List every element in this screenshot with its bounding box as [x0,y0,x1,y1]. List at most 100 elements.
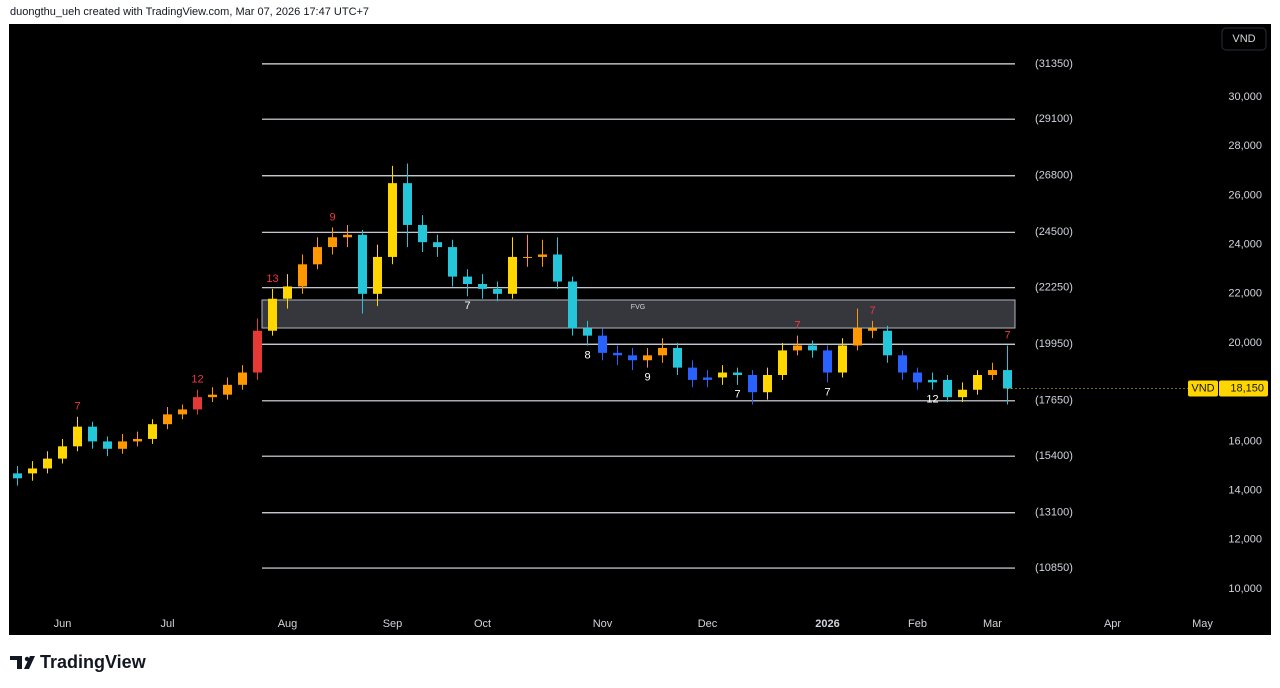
candle-body [793,345,802,351]
level-label: (24500) [1035,226,1073,238]
candle-body [763,374,772,393]
candle-body [883,330,892,356]
candle-body [253,330,262,373]
candle-body [598,335,607,353]
count-label: 8 [584,349,590,361]
fvg-zone [261,299,1016,329]
level-label: (29100) [1035,113,1073,125]
candle-body [313,247,322,265]
count-label: 7 [1004,329,1010,341]
count-label: 7 [464,300,470,312]
candle-body [403,183,412,225]
x-tick-label: Apr [1104,618,1121,630]
logo-dot [24,656,30,662]
candle-body [643,355,652,361]
count-label: 7 [824,386,830,398]
x-tick-label: Oct [474,618,491,630]
candle-body [448,247,457,277]
y-tick-label: 22,000 [1228,288,1262,300]
price-tag-currency-label: VND [1191,382,1214,394]
candle-body [358,234,367,294]
count-label: 13 [266,273,278,285]
price-tag-currency [1188,380,1218,397]
level-label: (10850) [1035,562,1073,574]
y-tick-label: 28,000 [1228,140,1262,152]
candle-body [58,446,67,459]
candle-body [808,345,817,351]
candle-body [658,347,667,356]
candle-body [913,372,922,383]
candle-body [208,394,217,398]
candle-body [418,224,427,243]
y-tick-label: 12,000 [1228,534,1262,546]
candle-body [928,379,937,383]
brand-name: TradingView [40,652,147,672]
count-label: 7 [734,389,740,401]
price-tag-label: 18,150 [1230,382,1264,394]
candle-body [958,389,967,398]
x-tick-label: Mar [983,618,1002,630]
candle-body [433,242,442,248]
candle-body [238,372,247,385]
fvg-label: FVG [631,304,645,311]
candle-body [28,468,37,474]
level-label: (31350) [1035,58,1073,70]
candle-body [868,328,877,331]
candle-body [73,426,82,447]
logo-icon [10,656,35,669]
x-tick-label: Nov [593,618,613,630]
candle-body [538,254,547,257]
candle-body [553,254,562,282]
candle-body [13,473,22,479]
level-label: (19950) [1035,338,1073,350]
x-tick-label: May [1192,618,1213,630]
y-tick-label: 26,000 [1228,189,1262,201]
currency-button[interactable] [1221,27,1267,51]
candle-body [748,374,757,393]
candle-body [718,372,727,378]
x-tick-label: Sep [383,618,403,630]
x-tick-label: Aug [278,618,298,630]
y-tick-label: 14,000 [1228,485,1262,497]
candle-body [673,347,682,368]
candle-body [463,276,472,284]
count-label: 7 [74,401,80,413]
candle-body [43,458,52,469]
count-label: 12 [926,394,938,406]
chart-pane [9,24,1271,635]
candle-body [328,237,337,248]
y-tick-label: 30,000 [1228,91,1262,103]
candle-body [478,283,487,289]
price-tag [1219,380,1268,397]
candle-body [103,441,112,449]
candle-body [343,234,352,238]
brand-logo [10,656,35,669]
y-tick-label: 10,000 [1228,583,1262,595]
level-label: (17650) [1035,395,1073,407]
level-label: (13100) [1035,507,1073,519]
level-label: (22250) [1035,282,1073,294]
currency-button-label[interactable]: VND [1232,33,1255,45]
candle-body [388,183,397,257]
x-tick-label: Feb [908,618,927,630]
candle-body [973,374,982,390]
candle-body [118,441,127,449]
candle-body [688,367,697,380]
x-tick-label: Dec [698,618,718,630]
candle-body [148,424,157,439]
count-label: 9 [329,211,335,223]
x-tick-label: 2026 [815,618,839,630]
candle-body [88,426,97,442]
y-tick-label: 20,000 [1228,337,1262,349]
candle-body [823,350,832,373]
candle-body [1003,370,1012,389]
candle-body [853,328,862,346]
candle-body [898,355,907,373]
candle-body [133,438,142,442]
candle-body [163,414,172,425]
count-label: 12 [191,374,203,386]
count-label: 9 [644,372,650,384]
candle-body [193,397,202,410]
